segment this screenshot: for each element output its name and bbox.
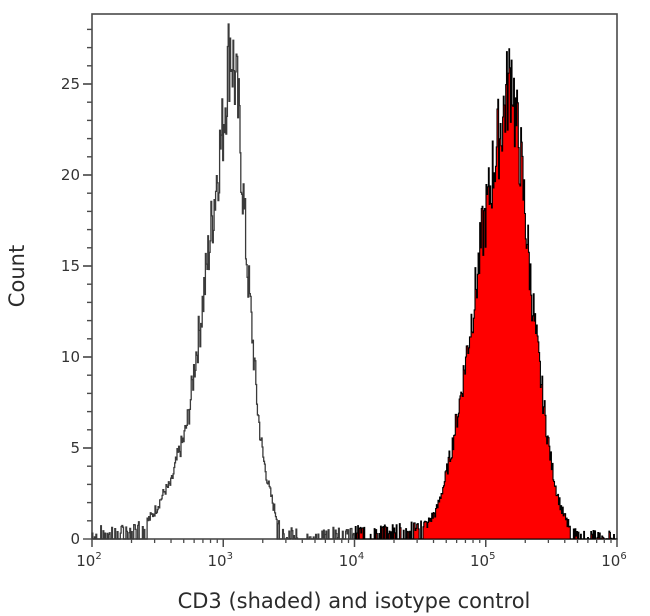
y-tick-label: 0 — [70, 530, 80, 548]
cd3-histogram — [354, 48, 618, 540]
x-axis: 102 103 104 105 106 — [76, 539, 627, 570]
series-layer — [91, 23, 618, 540]
y-axis: 0 5 10 15 20 25 — [61, 28, 92, 548]
x-tick-label: 103 — [208, 551, 233, 570]
y-tick-label: 15 — [61, 257, 80, 275]
y-tick-label: 5 — [70, 439, 80, 457]
x-tick-label: 104 — [339, 551, 364, 570]
x-axis-title: CD3 (shaded) and isotype control — [178, 589, 531, 613]
y-tick-label: 20 — [61, 166, 80, 184]
isotype-histogram — [91, 23, 355, 540]
y-axis-title: Count — [5, 245, 29, 307]
y-tick-label: 25 — [61, 75, 80, 93]
x-tick-label: 105 — [470, 551, 495, 570]
x-tick-label: 102 — [76, 551, 101, 570]
x-tick-label: 106 — [601, 551, 626, 570]
y-tick-label: 10 — [61, 348, 80, 366]
